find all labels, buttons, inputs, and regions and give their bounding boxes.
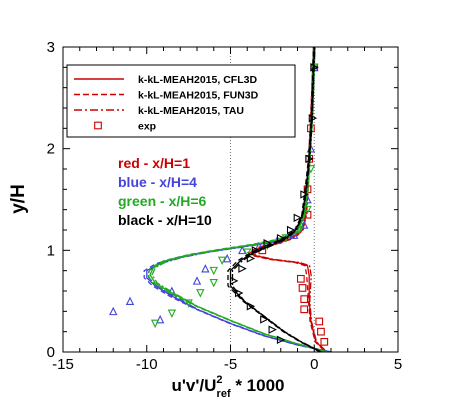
exp-point [217, 256, 227, 266]
x-tick-label: -5 [224, 356, 237, 373]
exp-point [293, 213, 303, 222]
fun3d-line [227, 46, 321, 353]
exp-point [243, 248, 252, 257]
legend-marker-exp [94, 121, 102, 130]
annotation-label: green - x/H=6 [118, 193, 207, 209]
x-tick-label: 0 [310, 356, 318, 373]
series-layer [109, 46, 332, 353]
exp-point [260, 315, 269, 324]
legend-label: k-kL-MEAH2015, TAU [138, 105, 244, 117]
exp-point [209, 279, 218, 288]
exp-point [298, 284, 307, 292]
axes-layer: -15 -10 -5 0 5 0 1 2 3 [47, 39, 403, 373]
annotation-label: blue - x/H=4 [118, 174, 197, 190]
exp-point [300, 190, 309, 199]
exp-point [305, 154, 314, 164]
exp-point [155, 314, 165, 324]
exp-point [300, 295, 309, 303]
exp-point [246, 254, 256, 263]
exp-point [303, 205, 312, 215]
exp-point [246, 302, 256, 311]
exp-point [308, 113, 318, 123]
y-axis-title: y/H [8, 184, 29, 214]
exp-point [167, 309, 177, 318]
station-annotations: red - x/H=1 blue - x/H=4 green - x/H=6 blac… [118, 155, 212, 228]
legend-box [66, 64, 296, 138]
exp-point [251, 246, 261, 255]
annotation-label: black - x/H=10 [118, 212, 212, 228]
exp-point [315, 317, 324, 326]
exp-point [263, 239, 272, 248]
y-tick-label: 0 [47, 344, 55, 361]
y-tick-label: 2 [47, 141, 55, 158]
exp-point [196, 289, 205, 298]
exp-point [201, 264, 210, 273]
annotation-label: red - x/H=1 [118, 155, 190, 171]
exp-point [209, 266, 218, 276]
exp-point [268, 325, 277, 334]
exp-point [254, 241, 264, 251]
exp-point [276, 335, 286, 344]
legend-label: k-kL-MEAH2015, CFL3D [138, 74, 257, 86]
exp-point [286, 225, 296, 235]
exp-point [310, 63, 319, 72]
exp-point [150, 319, 160, 329]
tau-line [151, 46, 329, 353]
x-axis-title-subscript: ref [217, 388, 231, 400]
y-tick-label: 1 [47, 242, 55, 259]
exp-point [192, 276, 202, 285]
exp-point [320, 337, 329, 346]
legend-label: k-kL-MEAH2015, FUN3D [138, 90, 259, 102]
x-tick-label: 5 [394, 356, 402, 373]
exp-point [296, 274, 305, 283]
x-tick-label: -15 [52, 356, 74, 373]
exp-point [300, 305, 309, 314]
exp-point [109, 306, 118, 316]
x-axis-title-suffix: * 1000 [231, 376, 285, 395]
y-tick-label: 3 [47, 39, 55, 56]
exp-point [235, 288, 244, 298]
x-axis-title: u'v'/U2 ref * 1000 [171, 374, 284, 400]
x-axis-title-main: u'v'/U [171, 376, 216, 395]
exp-point [230, 276, 239, 286]
exp-point [238, 245, 247, 255]
series-x-h-10 [227, 46, 322, 353]
exp-point [125, 296, 135, 306]
legend-label: exp [138, 121, 156, 133]
exp-point [222, 253, 232, 263]
exp-point [238, 264, 247, 273]
legend: k-kL-MEAH2015, CFL3D k-kL-MEAH2015, FUN3D… [66, 64, 296, 138]
x-tick-label: -10 [136, 356, 158, 373]
exp-point [300, 220, 309, 229]
exp-point [184, 299, 193, 308]
exp-point [294, 226, 304, 235]
exp-point [317, 327, 325, 336]
x-axis-title-superscript: 2 [216, 374, 222, 386]
exp-point [276, 233, 286, 243]
